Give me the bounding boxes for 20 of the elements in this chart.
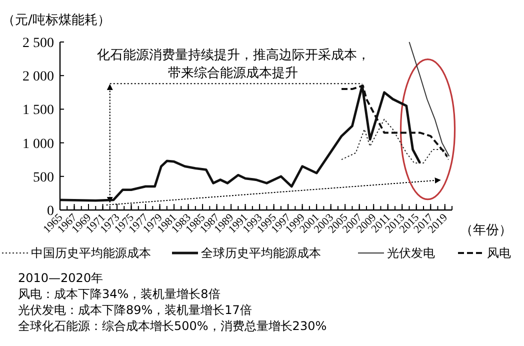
y-tick-label: 2 500	[22, 36, 54, 51]
legend-label: 风电	[487, 246, 511, 260]
text: 光伏发电：成本下降89%，装机量增长17倍	[18, 303, 252, 317]
annotation: 化石能源消费量持续提升，推高边际开采成本，	[97, 47, 370, 63]
line-series	[408, 42, 450, 157]
y-tick-label: 500	[33, 170, 54, 186]
line-series	[341, 118, 449, 164]
legend-label: 中国历史平均能源成本	[31, 246, 151, 260]
annotation: 带来综合能源成本提升	[168, 66, 298, 81]
y-axis-title: （元/吨标煤能耗）	[2, 13, 110, 28]
x-axis-title: （年份）	[460, 223, 512, 238]
y-tick-label: 0	[47, 204, 54, 219]
legend-label: 全球历史平均能源成本	[201, 246, 321, 260]
legend-label: 光伏发电	[387, 246, 435, 260]
y-tick-label: 1 000	[22, 136, 54, 152]
text: 风电：成本下降34%，装机量增长8倍	[18, 287, 220, 301]
y-tick-label: 2 000	[22, 70, 54, 85]
y-tick-label: 1 500	[22, 103, 54, 118]
text: 全球化石能源：综合成本增长500%，消费总量增长230%	[18, 319, 327, 333]
text: 2010—2020年	[18, 271, 104, 285]
